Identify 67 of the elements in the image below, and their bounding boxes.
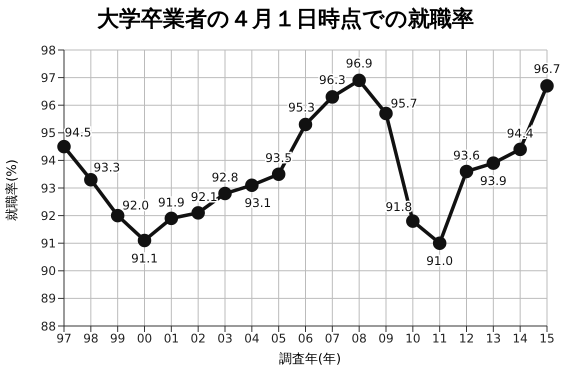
x-tick-label: 00 [136, 332, 152, 346]
data-label: 92.0 [122, 198, 150, 213]
point [540, 79, 554, 93]
y-tick-label: 94 [40, 154, 56, 168]
x-tick-label: 02 [190, 332, 206, 346]
x-tick-label: 15 [539, 332, 555, 346]
point [164, 212, 178, 226]
point [110, 208, 124, 222]
point [84, 172, 98, 186]
y-tick-label: 91 [40, 236, 56, 250]
x-tick-label: 12 [458, 332, 474, 346]
x-tick-label: 06 [298, 332, 314, 346]
x-tick-label: 09 [378, 332, 394, 346]
y-tick-label: 97 [40, 70, 56, 85]
y-tick-label: 98 [40, 43, 56, 58]
point [513, 142, 527, 156]
point [460, 164, 474, 178]
point [379, 106, 393, 120]
point [352, 74, 366, 88]
x-tick-label: 05 [271, 332, 286, 346]
data-label: 95.3 [288, 100, 315, 115]
data-label: 94.5 [64, 126, 92, 140]
y-tick-label: 93 [40, 181, 56, 196]
y-tick-label: 95 [40, 126, 56, 140]
y-tick-label: 90 [40, 264, 56, 278]
data-label: 96.7 [534, 62, 560, 76]
point [432, 236, 446, 250]
data-label: 91.9 [158, 195, 185, 210]
x-tick-label: 01 [164, 332, 179, 346]
x-tick-label: 97 [56, 332, 72, 346]
y-tick-label: 96 [40, 98, 56, 112]
data-label: 93.1 [244, 196, 272, 210]
x-tick-label: 11 [432, 332, 448, 346]
x-tick-label: 08 [352, 332, 367, 346]
data-label: 96.3 [318, 72, 346, 87]
point [191, 206, 205, 220]
point [245, 178, 259, 192]
data-label: 91.0 [426, 254, 454, 268]
x-tick-label: 04 [244, 332, 260, 346]
data-label: 95.7 [390, 96, 418, 110]
x-tick-label: 14 [512, 332, 528, 346]
y-axis-title: 就職率(%) [4, 159, 21, 221]
data-label: 93.6 [453, 148, 480, 162]
data-label: 91.1 [131, 251, 158, 266]
data-label: 93.9 [480, 174, 507, 188]
point [218, 186, 232, 200]
y-tick-label: 89 [40, 292, 56, 306]
point [406, 214, 420, 228]
x-tick-label: 10 [405, 332, 420, 346]
point [57, 140, 71, 154]
point [298, 118, 312, 132]
x-tick-label: 07 [324, 332, 340, 346]
data-label: 93.3 [93, 160, 120, 175]
x-tick-label: 99 [110, 332, 126, 346]
chart-title: 大学卒業者の４月１日時点での就職率 [96, 6, 475, 34]
x-tick-label: 03 [217, 332, 233, 346]
x-tick-label: 98 [83, 332, 98, 346]
data-label: 92.8 [212, 170, 238, 185]
point [486, 156, 500, 170]
point [272, 167, 286, 181]
x-tick-label: 13 [486, 332, 501, 346]
point [138, 234, 152, 248]
point [326, 90, 340, 104]
y-tick-label: 88 [40, 319, 56, 334]
data-label: 96.9 [346, 56, 373, 70]
y-tick-label: 92 [40, 208, 56, 223]
x-axis-title: 調査年(年) [278, 351, 342, 368]
